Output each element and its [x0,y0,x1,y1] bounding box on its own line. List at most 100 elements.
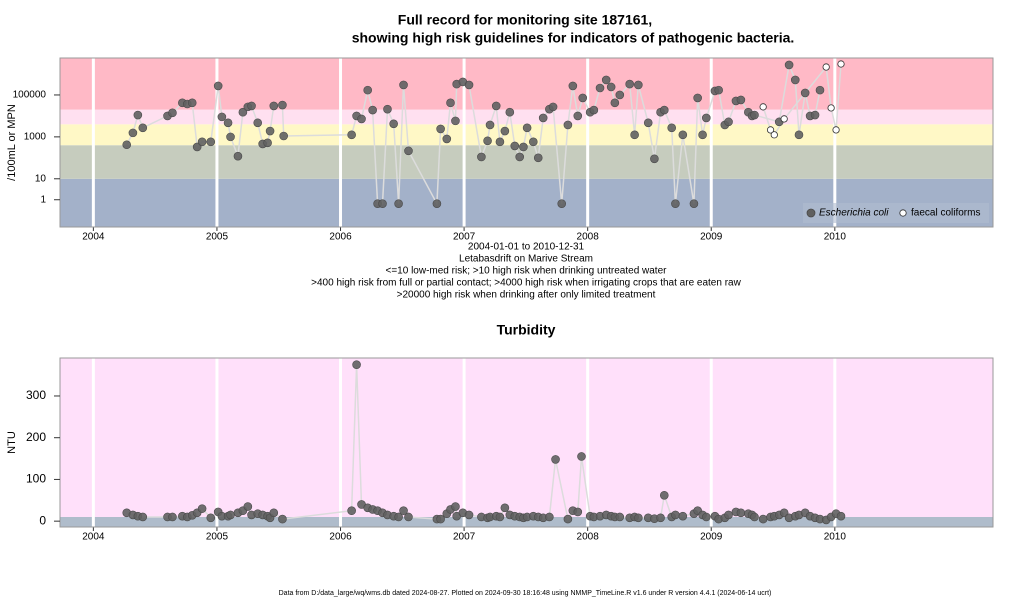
data-point [226,132,235,142]
chart-title: Turbidity [497,322,556,338]
subtitle: 2004-01-01 to 2010-12-31 [468,242,585,253]
data-point [810,110,820,120]
data-point [650,154,659,164]
data-point [815,85,825,95]
x-tick-label: 2006 [329,232,352,243]
data-point [659,105,669,115]
y-tick-label: 300 [26,388,46,402]
data-point [548,102,558,112]
data-point [634,513,643,523]
data-point [836,511,846,521]
data-point [223,118,233,128]
data-point [197,137,207,147]
y-axis-label: /100mL or MPN [6,104,18,181]
data-point [436,124,445,134]
data-point [678,511,688,521]
x-tick-label: 2004 [82,232,105,243]
data-point [557,199,567,208]
legend-label: faecal coliforms [911,208,980,219]
data-point [446,98,455,108]
data-point [253,118,263,128]
data-point [505,107,515,117]
data-point [714,85,723,95]
data-point [750,512,759,522]
legend-box [803,203,989,223]
chart-title: showing high risk guidelines for indicat… [352,30,795,46]
data-point [563,514,573,524]
x-tick-label: 2009 [700,532,723,543]
data-point [563,120,573,130]
data-point [269,508,279,518]
data-point [736,95,746,105]
data-point [451,116,460,126]
data-point [247,101,256,111]
data-point [128,128,138,138]
footer: Data from D:/data_large/wq/wms.db dated … [279,590,772,597]
data-point [671,199,680,208]
data-point [491,101,501,111]
data-point [780,115,788,123]
data-point [133,110,143,120]
data-point [217,112,227,122]
data-point [794,130,804,140]
data-point [399,506,408,516]
data-point [357,114,366,124]
y-axis-label: NTU [6,431,18,454]
data-point [606,82,616,92]
data-point [347,130,356,140]
data-point [615,512,625,522]
data-point [187,98,197,108]
y-tick-label: 100 [26,472,46,486]
risk-band [60,358,993,517]
data-point [601,75,611,85]
data-point [495,512,505,522]
plot-frame [59,57,994,228]
data-point [399,80,408,90]
data-point [698,130,707,140]
data-point [263,138,272,148]
data-point [750,110,759,120]
data-point [724,510,733,520]
data-point [671,510,680,520]
data-point [659,490,669,500]
data-point [766,126,775,134]
data-point [693,93,702,103]
data-point [451,502,460,511]
data-point [573,507,583,517]
x-tick-label: 2006 [329,532,352,543]
data-point [206,137,216,147]
data-point [278,100,287,110]
data-point [378,199,387,208]
data-point [758,514,768,524]
data-point [800,88,810,98]
data-point [168,108,177,118]
data-point [667,123,677,133]
data-point [436,514,445,524]
data-point [226,510,235,520]
chart-title: Full record for monitoring site 187161, [398,12,652,28]
data-point [168,512,177,522]
data-point [702,512,711,522]
subtitle: <=10 low-med risk; >10 high risk when dr… [386,266,668,277]
data-point [770,131,778,139]
x-tick-label: 2008 [577,532,600,543]
y-tick-label: 200 [26,430,46,444]
data-point [678,130,688,140]
data-point [578,93,588,103]
data-point [238,107,248,117]
y-tick-label: 0 [39,513,46,527]
data-point [784,60,794,70]
data-point [243,502,253,511]
y-tick-label: 1000 [24,132,47,143]
risk-band [60,109,993,125]
risk-band [60,145,993,179]
data-point [233,151,243,161]
x-tick-label: 2005 [206,232,229,243]
data-point [759,103,767,111]
x-tick-label: 2007 [453,532,476,543]
x-tick-label: 2009 [700,232,723,243]
risk-band [60,516,993,527]
data-point [500,126,510,136]
data-point [477,152,486,162]
data-point [630,130,639,140]
